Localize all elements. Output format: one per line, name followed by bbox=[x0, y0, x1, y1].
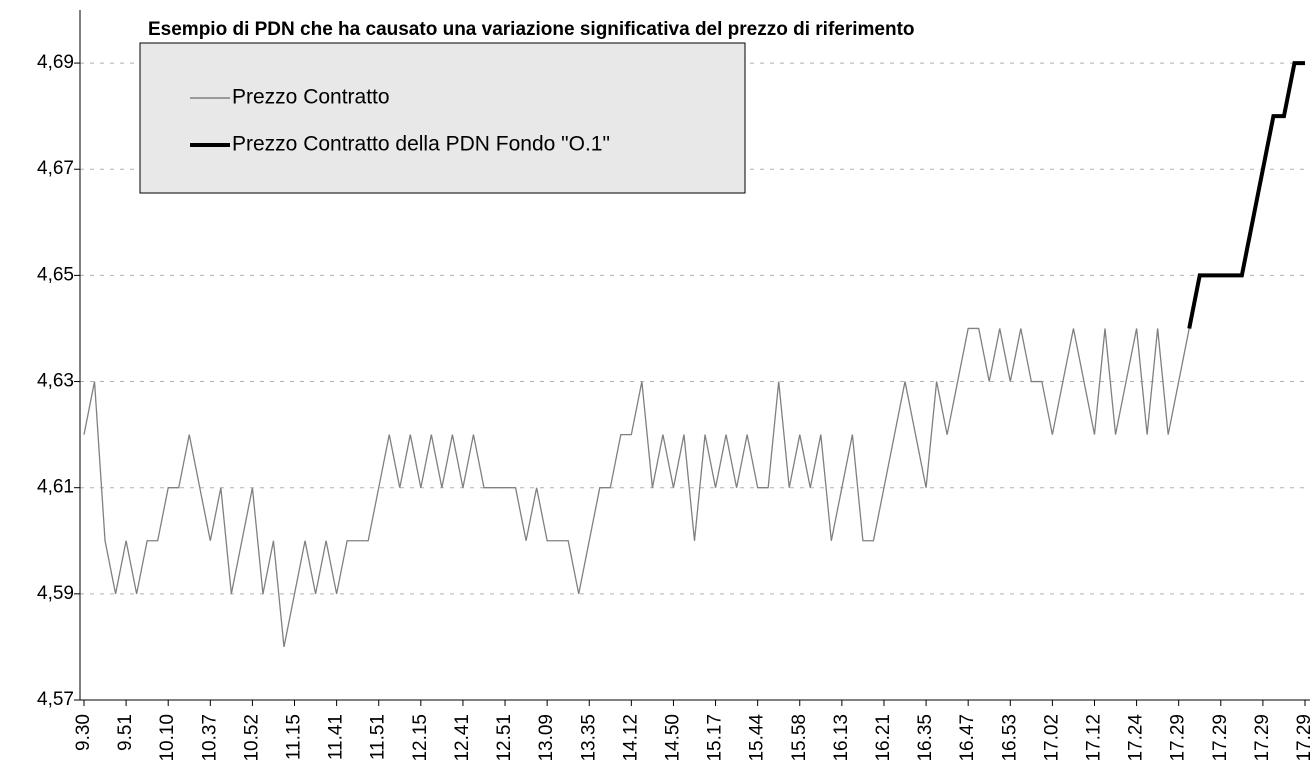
x-tick-label: 15.44 bbox=[747, 714, 768, 762]
legend-label: Prezzo Contratto della PDN Fondo "O.1" bbox=[232, 133, 610, 156]
legend-label: Prezzo Contratto bbox=[232, 86, 390, 109]
y-tick-label: 4,69 bbox=[37, 52, 74, 73]
y-tick-label: 4,65 bbox=[37, 264, 74, 285]
x-tick-label: 15.58 bbox=[789, 714, 810, 762]
x-tick-label: 17.24 bbox=[1126, 714, 1147, 762]
x-tick-label: 11.15 bbox=[284, 714, 305, 760]
y-tick-label: 4,61 bbox=[37, 477, 74, 498]
x-tick-label: 17.02 bbox=[1041, 714, 1062, 762]
x-tick-label: 17.12 bbox=[1083, 714, 1104, 762]
x-tick-label: 12.41 bbox=[452, 714, 473, 762]
x-tick-label: 17.29 bbox=[1252, 714, 1273, 762]
x-tick-label: 14.12 bbox=[620, 714, 641, 762]
x-tick-label: 13.35 bbox=[578, 714, 599, 762]
x-tick-label: 16.47 bbox=[957, 714, 978, 762]
series-line bbox=[83, 327, 1190, 648]
y-tick-label: 4,59 bbox=[37, 583, 74, 604]
x-tick-label: 10.52 bbox=[241, 714, 262, 762]
legend: Prezzo Contratto Prezzo Contratto della P… bbox=[139, 42, 746, 194]
x-tick-label: 14.50 bbox=[662, 714, 683, 762]
x-tick-label: 16.53 bbox=[999, 714, 1020, 762]
x-tick-label: 17.29 bbox=[1168, 714, 1189, 762]
x-tick-label: 11.51 bbox=[368, 714, 389, 760]
series-line bbox=[1187, 61, 1305, 329]
x-tick-label: 17.29 bbox=[1210, 714, 1231, 762]
x-tick-label: 10.10 bbox=[157, 714, 178, 762]
x-tick-label: 10.37 bbox=[199, 714, 220, 762]
x-tick-label: 9.51 bbox=[115, 714, 136, 751]
chart-title: Esempio di PDN che ha causato una variaz… bbox=[148, 19, 915, 40]
x-tick-label: 12.51 bbox=[494, 714, 515, 762]
x-tick-label: 15.17 bbox=[705, 714, 726, 762]
x-tick-label: 16.35 bbox=[915, 714, 936, 762]
x-tick-label: 16.21 bbox=[873, 714, 894, 762]
y-tick-label: 4,67 bbox=[37, 158, 74, 179]
x-tick-label: 9.30 bbox=[73, 714, 94, 751]
x-tick-label: 13.09 bbox=[536, 714, 557, 762]
legend-box bbox=[139, 42, 746, 194]
x-tick-label: 11.41 bbox=[326, 714, 347, 760]
x-tick-label: 12.15 bbox=[410, 714, 431, 762]
y-tick-label: 4,57 bbox=[37, 689, 74, 710]
y-tick-label: 4,63 bbox=[37, 371, 74, 392]
x-tick-label: 16.13 bbox=[831, 714, 852, 762]
x-tick-label: 17.29 bbox=[1294, 714, 1315, 762]
